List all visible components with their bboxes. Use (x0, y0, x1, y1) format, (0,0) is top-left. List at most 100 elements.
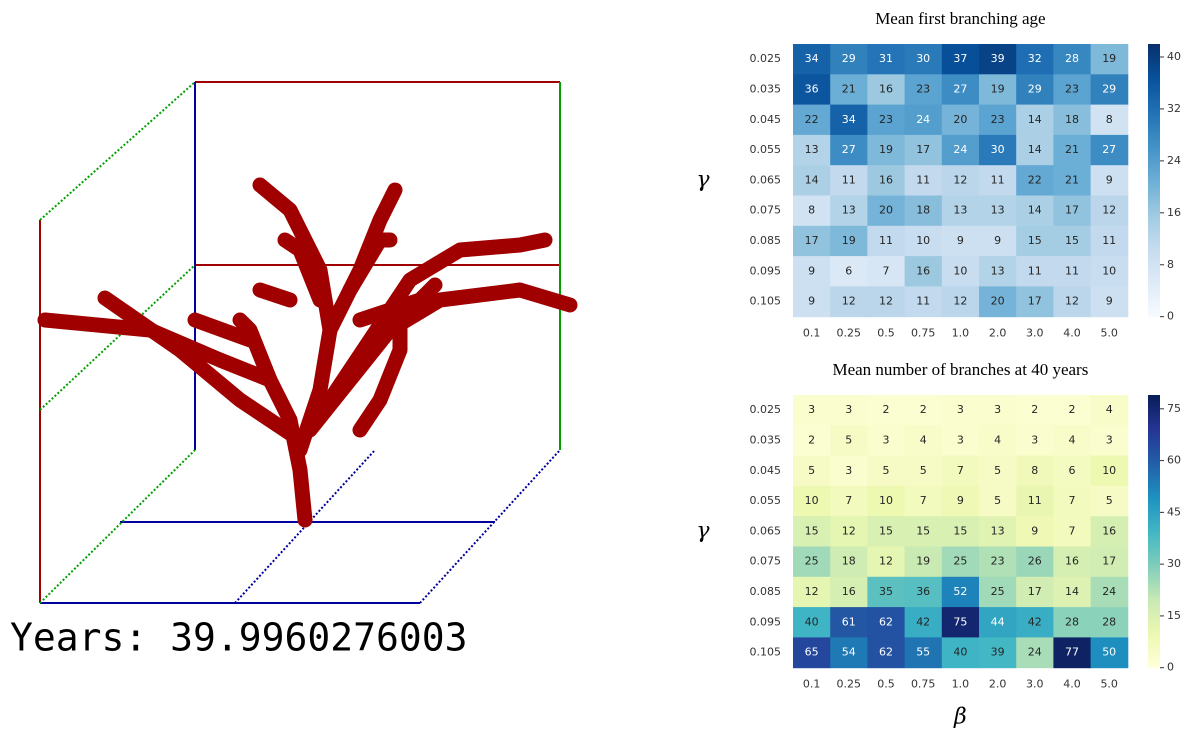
cell-label: 19 (916, 555, 930, 568)
x-tick-label: 0.1 (803, 678, 821, 691)
cell-label: 13 (991, 204, 1005, 217)
chart-title: Mean number of branches at 40 years (832, 360, 1088, 379)
cell-label: 9 (1031, 524, 1038, 537)
heatmap-cell (867, 395, 906, 426)
colorbar-tick-label: 60 (1167, 454, 1181, 467)
colorbar-tick-label: 24 (1167, 154, 1181, 167)
heatmap-cell (830, 134, 868, 166)
cell-label: 23 (991, 555, 1005, 568)
tree (37, 177, 578, 528)
cell-label: 2 (920, 403, 927, 416)
cell-label: 9 (957, 234, 964, 247)
cell-label: 14 (1028, 204, 1042, 217)
cell-label: 2 (883, 403, 890, 416)
cell-label: 75 (953, 615, 967, 628)
cell-label: 12 (1102, 204, 1116, 217)
colorbar-tick-label: 8 (1167, 258, 1174, 271)
cell-label: 9 (994, 234, 1001, 247)
heatmap-cell (979, 516, 1017, 547)
heatmap-cell (1053, 44, 1092, 75)
heatmap-cell (1053, 395, 1092, 426)
heatmap-cell (793, 256, 831, 287)
heatmap-cell (1016, 104, 1054, 136)
heatmap-cell (1090, 286, 1129, 318)
heatmap-cell (979, 74, 1017, 106)
x-tick-label: 1.0 (952, 327, 970, 340)
cell-label: 16 (1102, 524, 1116, 537)
cell-label: 9 (1106, 173, 1113, 186)
cell-label: 27 (1102, 143, 1116, 156)
heatmap-cell (941, 256, 980, 287)
heatmap-cell (1090, 485, 1129, 517)
heatmap-cell (1016, 546, 1054, 578)
cell-label: 21 (1065, 173, 1079, 186)
cell-label: 11 (1065, 264, 1079, 277)
heatmap-cell (941, 44, 980, 75)
cell-label: 9 (957, 494, 964, 507)
heatmap-cell (1053, 546, 1092, 578)
cell-label: 18 (1065, 113, 1079, 126)
heatmap-cell (1053, 225, 1092, 257)
heatmap-cell (867, 44, 906, 75)
heatmap-cell (830, 546, 868, 578)
cell-label: 15 (953, 524, 967, 537)
heatmap-cell (867, 165, 906, 196)
cell-label: 9 (808, 295, 815, 308)
cell-label: 20 (879, 204, 893, 217)
x-axis-label: β (953, 705, 967, 730)
cell-label: 11 (916, 173, 930, 186)
cell-label: 13 (805, 143, 819, 156)
colorbar-tick-label: 0 (1167, 661, 1174, 674)
heatmap-cell (1053, 256, 1092, 287)
heatmap-cell (793, 165, 831, 196)
cell-label: 19 (1102, 52, 1116, 65)
cell-label: 17 (1028, 585, 1042, 598)
heatmap-cell (1016, 44, 1054, 75)
heatmap-cell (867, 607, 906, 638)
heatmap-cell (941, 637, 980, 669)
heatmap-cell (1090, 74, 1129, 106)
chart-title: Mean first branching age (875, 9, 1045, 28)
cell-label: 16 (916, 264, 930, 277)
heatmap-cell (1016, 195, 1054, 227)
cell-label: 10 (1102, 264, 1116, 277)
cell-label: 6 (845, 264, 852, 277)
cell-label: 9 (1106, 295, 1113, 308)
cell-label: 24 (916, 113, 930, 126)
cell-label: 54 (842, 646, 856, 659)
heatmap-cell (1016, 134, 1054, 166)
cell-label: 35 (879, 585, 893, 598)
heatmap-cell (1090, 576, 1129, 608)
y-tick-label: 0.035 (750, 433, 782, 446)
cell-label: 15 (1065, 234, 1079, 247)
cell-label: 18 (842, 555, 856, 568)
cell-label: 19 (879, 143, 893, 156)
heatmap-cell (830, 395, 868, 426)
heatmap-cell (830, 455, 868, 487)
cell-label: 11 (1028, 494, 1042, 507)
cell-label: 14 (1065, 585, 1079, 598)
x-tick-label: 1.0 (952, 678, 970, 691)
heatmap-cell (979, 395, 1017, 426)
heatmap-cell (793, 607, 831, 638)
cell-label: 13 (991, 264, 1005, 277)
heatmap-cell (904, 134, 943, 166)
cell-label: 3 (1106, 433, 1113, 446)
cell-label: 17 (1028, 295, 1042, 308)
x-tick-label: 2.0 (989, 327, 1007, 340)
heatmap-cell (793, 637, 831, 669)
cell-label: 12 (805, 585, 819, 598)
cell-label: 5 (1106, 494, 1113, 507)
cell-label: 25 (953, 555, 967, 568)
heatmap-cell (904, 516, 943, 547)
heatmap-cell (1016, 395, 1054, 426)
cell-label: 39 (991, 52, 1005, 65)
cell-label: 4 (920, 433, 927, 446)
heatmap-cell (1090, 395, 1129, 426)
heatmap-cell (904, 485, 943, 517)
cell-label: 10 (916, 234, 930, 247)
heatmap-cell (904, 195, 943, 227)
cell-label: 8 (1106, 113, 1113, 126)
cell-label: 12 (842, 524, 856, 537)
